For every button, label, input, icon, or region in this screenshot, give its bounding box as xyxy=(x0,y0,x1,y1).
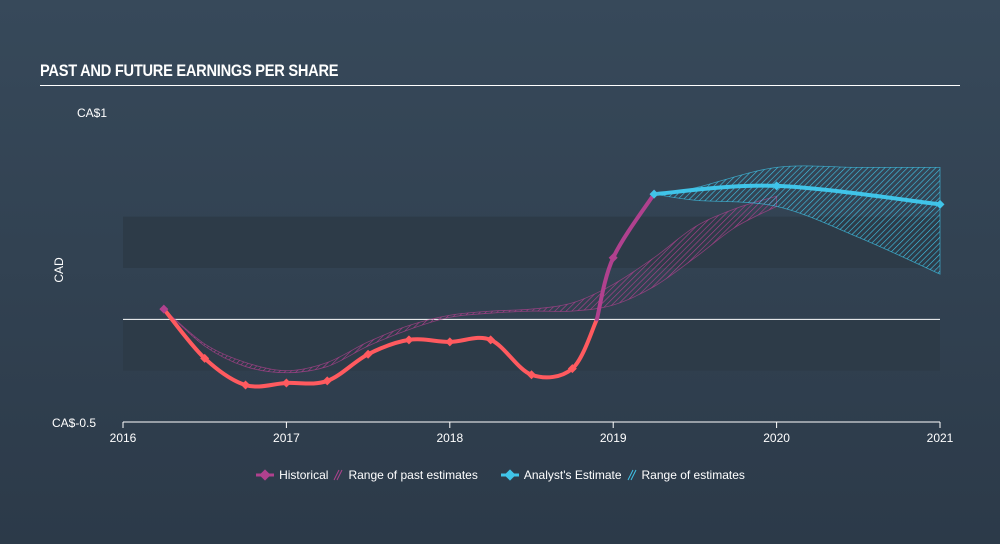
y-axis-label: CAD xyxy=(52,257,66,283)
chart-title: PAST AND FUTURE EARNINGS PER SHARE xyxy=(40,61,339,80)
legend-historical-label: Historical xyxy=(279,468,329,482)
historical-point xyxy=(404,335,414,345)
historical-point xyxy=(241,380,251,390)
legend-analyst[interactable]: Analyst's Estimate xyxy=(500,468,622,482)
x-tick-label: 2016 xyxy=(110,431,137,445)
x-tick-label: 2021 xyxy=(927,431,954,445)
legend-future-range-label: Range of estimates xyxy=(641,468,745,482)
future-range-legend-icon xyxy=(627,469,636,481)
legend-past-range-label: Range of past estimates xyxy=(348,468,478,482)
historical-point xyxy=(486,335,496,345)
legend-past-range[interactable]: Range of past estimates xyxy=(332,468,478,482)
historical-point xyxy=(527,370,536,380)
y-tick-top: CA$1 xyxy=(77,106,107,120)
series-markers xyxy=(159,181,945,390)
historical-point xyxy=(608,253,618,263)
chart-band xyxy=(123,216,940,268)
chart-band xyxy=(123,319,940,371)
estimate-point xyxy=(935,199,945,209)
x-tick-label: 2020 xyxy=(763,431,790,445)
past-range-legend-icon xyxy=(333,469,343,481)
historical-point xyxy=(159,304,169,314)
x-tick-label: 2018 xyxy=(436,431,463,445)
historical-point xyxy=(363,349,373,359)
x-tick-label: 2017 xyxy=(273,431,300,445)
historical-point xyxy=(567,364,577,374)
title-divider xyxy=(40,85,960,86)
estimate-ranges xyxy=(163,165,941,374)
x-axis-ticks: 2016 2017 2018 2019 2020 2021 xyxy=(110,422,954,445)
x-tick-label: 2019 xyxy=(600,431,627,445)
historical-point xyxy=(445,337,455,347)
estimate-point xyxy=(772,181,782,191)
historical-point xyxy=(281,378,291,388)
legend-historical[interactable]: Historical xyxy=(255,468,328,482)
legend: Historical Range of past estimates Analy… xyxy=(0,468,1000,482)
legend-analyst-label: Analyst's Estimate xyxy=(523,468,622,482)
historical-point xyxy=(200,353,210,363)
estimate-point xyxy=(649,189,659,199)
chart-bands xyxy=(123,216,940,371)
y-tick-bottom: CA$-0.5 xyxy=(52,416,96,430)
analyst-legend-icon xyxy=(500,469,519,481)
future-estimate-range xyxy=(653,165,941,275)
historical-legend-icon xyxy=(256,469,275,481)
historical-point xyxy=(322,376,332,386)
legend-future-range[interactable]: Range of estimates xyxy=(626,468,745,482)
